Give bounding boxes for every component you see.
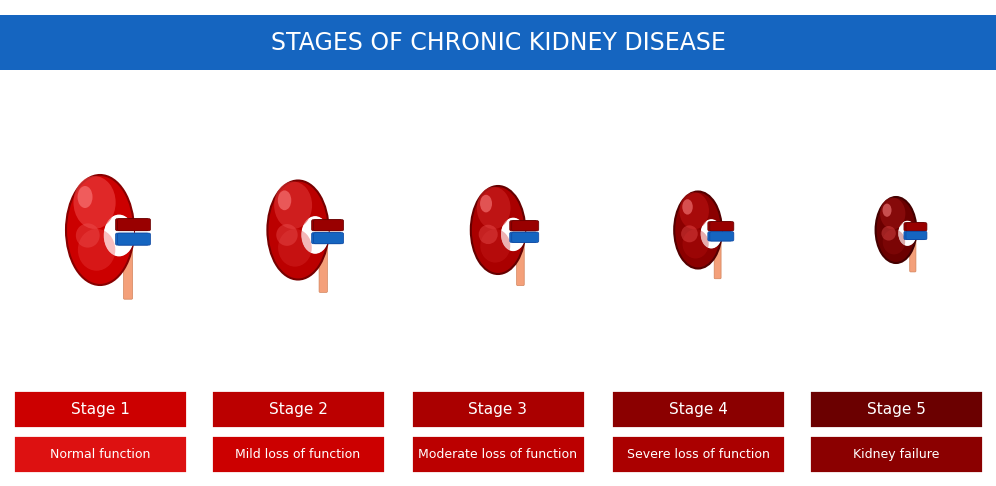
FancyBboxPatch shape xyxy=(710,232,734,241)
FancyBboxPatch shape xyxy=(312,220,342,231)
Text: Kidney failure: Kidney failure xyxy=(853,448,939,461)
Text: Normal function: Normal function xyxy=(50,448,150,461)
Ellipse shape xyxy=(501,218,526,251)
Ellipse shape xyxy=(78,186,93,208)
Ellipse shape xyxy=(274,181,312,229)
Ellipse shape xyxy=(898,221,916,245)
Ellipse shape xyxy=(881,226,895,241)
Ellipse shape xyxy=(880,198,905,229)
Ellipse shape xyxy=(674,191,722,268)
Ellipse shape xyxy=(480,229,510,262)
FancyBboxPatch shape xyxy=(708,222,732,231)
FancyBboxPatch shape xyxy=(906,223,927,231)
FancyBboxPatch shape xyxy=(517,242,524,286)
Ellipse shape xyxy=(681,226,698,243)
Ellipse shape xyxy=(302,217,329,253)
FancyBboxPatch shape xyxy=(411,390,585,428)
FancyBboxPatch shape xyxy=(13,390,187,428)
FancyBboxPatch shape xyxy=(909,239,916,272)
FancyBboxPatch shape xyxy=(312,233,342,244)
FancyBboxPatch shape xyxy=(809,390,983,428)
Text: Stage 2: Stage 2 xyxy=(269,401,328,417)
FancyBboxPatch shape xyxy=(710,222,734,231)
Ellipse shape xyxy=(700,219,722,248)
FancyBboxPatch shape xyxy=(0,15,996,70)
FancyBboxPatch shape xyxy=(708,232,732,241)
Text: Stage 3: Stage 3 xyxy=(468,401,528,417)
Ellipse shape xyxy=(104,215,134,256)
FancyBboxPatch shape xyxy=(116,233,148,245)
Ellipse shape xyxy=(501,218,525,251)
FancyBboxPatch shape xyxy=(512,221,539,231)
Ellipse shape xyxy=(701,220,722,248)
FancyBboxPatch shape xyxy=(510,232,537,243)
FancyBboxPatch shape xyxy=(510,221,537,231)
FancyBboxPatch shape xyxy=(118,233,150,245)
Ellipse shape xyxy=(480,195,492,212)
FancyBboxPatch shape xyxy=(319,243,328,293)
Ellipse shape xyxy=(882,229,905,254)
Ellipse shape xyxy=(76,224,100,247)
Ellipse shape xyxy=(74,176,116,229)
Ellipse shape xyxy=(276,224,298,246)
FancyBboxPatch shape xyxy=(13,435,187,473)
Text: Stage 1: Stage 1 xyxy=(71,401,129,417)
Text: STAGES OF CHRONIC KIDNEY DISEASE: STAGES OF CHRONIC KIDNEY DISEASE xyxy=(271,31,725,54)
Ellipse shape xyxy=(875,197,916,263)
FancyBboxPatch shape xyxy=(611,390,785,428)
Ellipse shape xyxy=(267,180,329,279)
FancyBboxPatch shape xyxy=(904,231,925,240)
Text: Moderate loss of function: Moderate loss of function xyxy=(418,448,578,461)
FancyBboxPatch shape xyxy=(611,435,785,473)
FancyBboxPatch shape xyxy=(809,435,983,473)
FancyBboxPatch shape xyxy=(118,219,150,231)
Ellipse shape xyxy=(679,192,709,229)
Ellipse shape xyxy=(104,215,134,257)
Ellipse shape xyxy=(479,225,498,244)
Text: Mild loss of function: Mild loss of function xyxy=(235,448,361,461)
FancyBboxPatch shape xyxy=(512,232,539,243)
Ellipse shape xyxy=(682,229,709,259)
Text: Severe loss of function: Severe loss of function xyxy=(626,448,770,461)
Ellipse shape xyxy=(882,204,891,217)
FancyBboxPatch shape xyxy=(714,241,721,279)
Ellipse shape xyxy=(66,175,134,285)
Ellipse shape xyxy=(78,229,116,271)
Ellipse shape xyxy=(278,229,312,267)
Ellipse shape xyxy=(302,216,329,254)
FancyBboxPatch shape xyxy=(314,233,344,244)
FancyBboxPatch shape xyxy=(314,220,344,231)
Ellipse shape xyxy=(477,187,511,229)
FancyBboxPatch shape xyxy=(904,223,925,231)
Ellipse shape xyxy=(898,221,916,246)
Ellipse shape xyxy=(471,186,525,274)
FancyBboxPatch shape xyxy=(411,435,585,473)
Ellipse shape xyxy=(682,199,693,215)
FancyBboxPatch shape xyxy=(906,231,927,240)
FancyBboxPatch shape xyxy=(211,435,385,473)
FancyBboxPatch shape xyxy=(124,245,132,299)
FancyBboxPatch shape xyxy=(116,219,148,231)
Ellipse shape xyxy=(278,191,291,210)
Text: Stage 5: Stage 5 xyxy=(867,401,925,417)
FancyBboxPatch shape xyxy=(211,390,385,428)
Text: Stage 4: Stage 4 xyxy=(668,401,727,417)
